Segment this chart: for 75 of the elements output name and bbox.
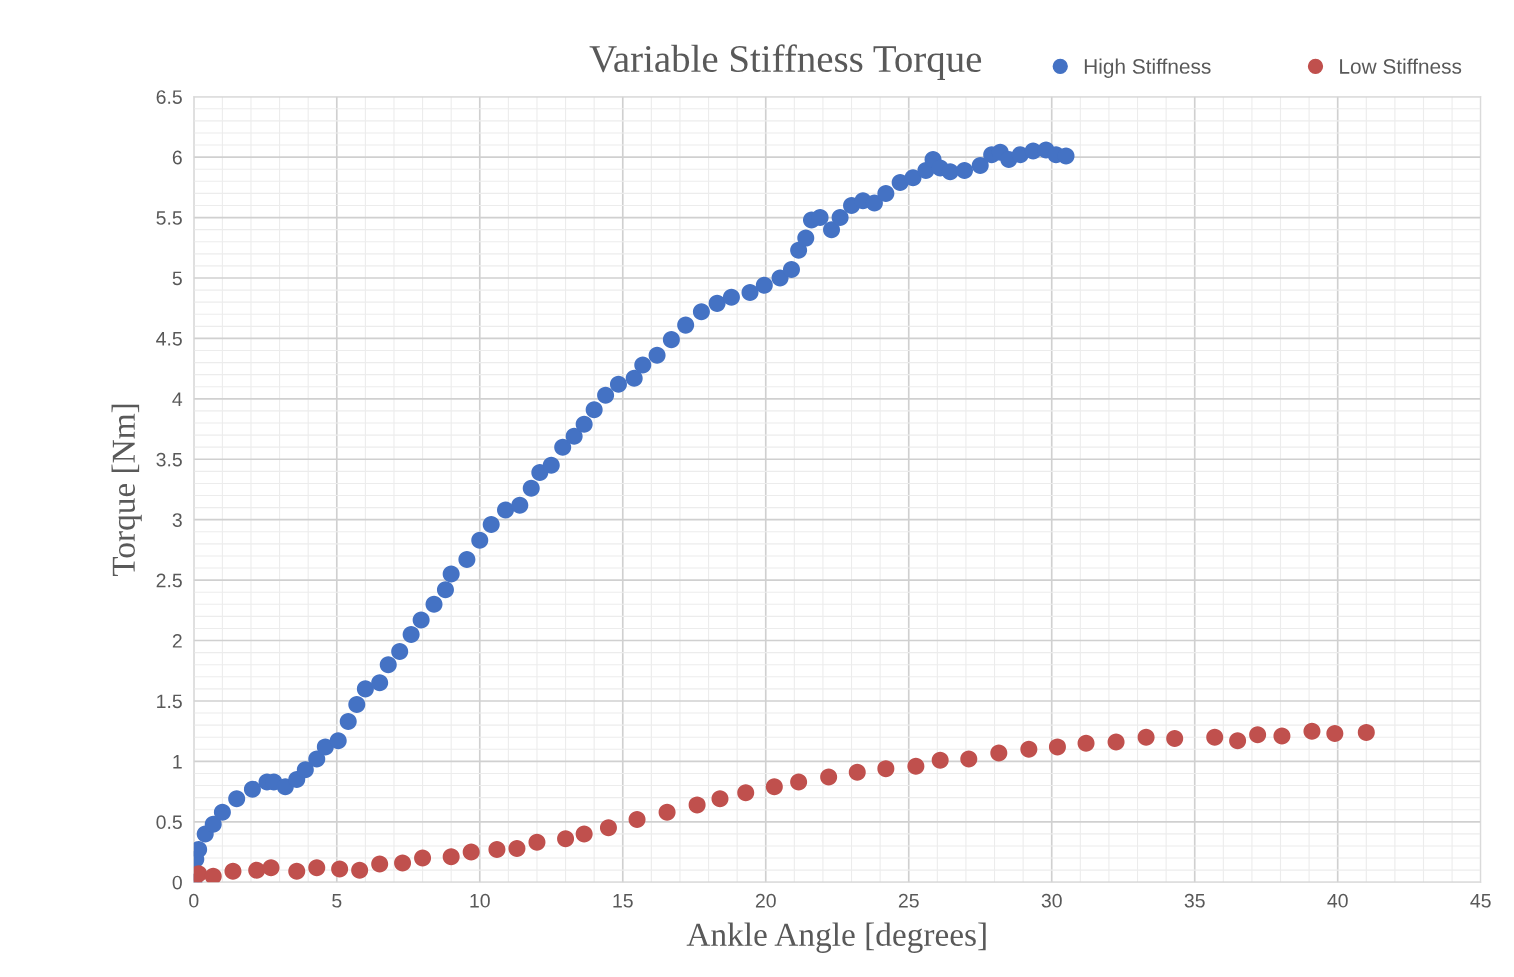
point bbox=[765, 778, 783, 796]
y-tick-label: 3 bbox=[172, 513, 182, 527]
point bbox=[262, 859, 280, 877]
y-axis-title: Torque [Nm] bbox=[111, 404, 142, 577]
point bbox=[575, 825, 593, 843]
point bbox=[528, 833, 546, 851]
point bbox=[848, 763, 866, 781]
point bbox=[308, 859, 326, 877]
chart-title: Variable Stiffness Torque bbox=[589, 44, 982, 81]
y-tick-label: 1.5 bbox=[157, 694, 182, 709]
point bbox=[1206, 728, 1224, 746]
point bbox=[877, 760, 895, 778]
legend-label: Low Stiffness bbox=[1340, 58, 1462, 74]
x-tick-label: 30 bbox=[1041, 893, 1062, 908]
point bbox=[737, 784, 755, 802]
point bbox=[1077, 734, 1095, 752]
point bbox=[688, 796, 706, 814]
point bbox=[1107, 733, 1125, 751]
point bbox=[790, 773, 808, 791]
x-tick-label: 35 bbox=[1184, 893, 1205, 908]
point bbox=[557, 830, 575, 848]
point bbox=[351, 861, 369, 879]
point bbox=[907, 757, 925, 775]
point bbox=[1273, 727, 1291, 745]
point bbox=[1229, 732, 1247, 750]
point bbox=[1020, 740, 1038, 758]
point bbox=[1166, 729, 1184, 747]
point bbox=[599, 819, 617, 837]
point bbox=[224, 862, 242, 880]
point bbox=[488, 841, 506, 859]
point bbox=[371, 855, 389, 873]
point bbox=[1048, 738, 1066, 756]
point bbox=[1326, 725, 1344, 743]
x-tick-label: 0 bbox=[189, 893, 199, 908]
point bbox=[711, 790, 729, 808]
point bbox=[1137, 728, 1155, 746]
point bbox=[414, 849, 432, 867]
x-tick-label: 40 bbox=[1327, 893, 1348, 908]
x-tick-label: 25 bbox=[898, 893, 919, 908]
x-tick-label: 20 bbox=[755, 893, 776, 908]
y-tick-label: 4 bbox=[172, 392, 183, 406]
point bbox=[990, 744, 1008, 762]
x-tick-label: 10 bbox=[470, 893, 490, 908]
y-tick-label: 0.5 bbox=[156, 815, 182, 830]
point bbox=[820, 768, 838, 786]
point bbox=[394, 854, 412, 872]
x-tick-label: 5 bbox=[332, 894, 342, 908]
point bbox=[248, 861, 266, 879]
point bbox=[931, 751, 949, 769]
y-tick-label: 1 bbox=[173, 755, 182, 769]
point bbox=[960, 750, 978, 768]
legend-label: High Stiffness bbox=[1084, 58, 1211, 78]
y-tick-label: 2.5 bbox=[156, 573, 182, 588]
y-tick-label: 0 bbox=[172, 875, 182, 890]
point bbox=[331, 860, 349, 878]
y-tick-label: 6.5 bbox=[156, 90, 182, 104]
point bbox=[658, 803, 676, 821]
y-tick-label: 4.5 bbox=[156, 332, 182, 346]
point bbox=[1249, 726, 1267, 744]
x-axis-title: Ankle Angle [degrees] bbox=[686, 922, 986, 953]
x-tick-label: 15 bbox=[613, 894, 633, 908]
point bbox=[204, 867, 222, 883]
point bbox=[1357, 723, 1375, 741]
y-tick-label: 3.5 bbox=[156, 452, 182, 467]
y-tick-label: 5 bbox=[172, 271, 182, 286]
point bbox=[442, 848, 460, 866]
point bbox=[1303, 722, 1321, 740]
y-tick-label: 2 bbox=[172, 634, 182, 648]
y-tick-label: 6 bbox=[172, 150, 182, 165]
y-tick-label: 5.5 bbox=[156, 211, 182, 225]
x-tick-label: 45 bbox=[1470, 894, 1491, 908]
point bbox=[628, 810, 646, 828]
point bbox=[508, 839, 526, 857]
point bbox=[462, 843, 480, 861]
point bbox=[288, 862, 306, 880]
